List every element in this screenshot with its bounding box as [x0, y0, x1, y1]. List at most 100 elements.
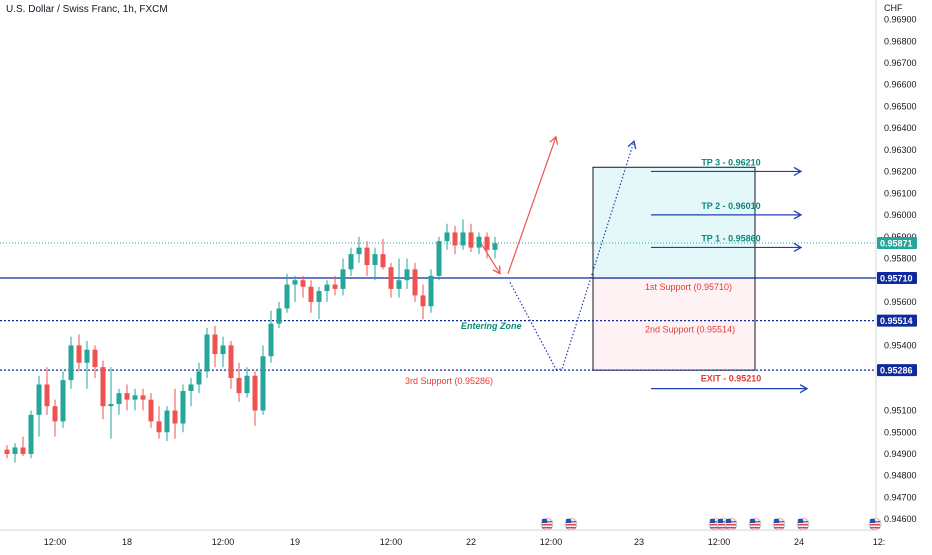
y-tick-label: 0.95000 [884, 427, 917, 437]
candle[interactable] [340, 258, 346, 296]
us-flag-icon[interactable] [772, 517, 786, 531]
candle[interactable] [396, 258, 402, 298]
candle[interactable] [348, 247, 354, 276]
candle-body [324, 284, 330, 292]
candle[interactable] [100, 360, 106, 420]
candle[interactable] [284, 273, 290, 313]
candle[interactable] [428, 269, 434, 313]
candle[interactable] [188, 377, 194, 407]
candle[interactable] [268, 310, 274, 363]
candle[interactable] [220, 336, 226, 368]
flag-canton [798, 519, 803, 523]
candle[interactable] [212, 325, 218, 368]
candle[interactable] [412, 262, 418, 302]
candle[interactable] [60, 371, 66, 428]
candle[interactable] [300, 275, 306, 298]
price-tag-label: 0.95286 [880, 366, 913, 376]
candle[interactable] [420, 284, 426, 320]
candle[interactable] [404, 258, 410, 289]
us-flag-icon[interactable] [868, 517, 882, 531]
candle[interactable] [356, 236, 362, 263]
candle-body [164, 410, 170, 433]
candle[interactable] [316, 286, 322, 320]
candle[interactable] [460, 219, 466, 250]
candle[interactable] [92, 345, 98, 378]
candle[interactable] [204, 327, 210, 378]
us-flag-icon[interactable] [748, 517, 762, 531]
candle-body [260, 356, 266, 411]
candle[interactable] [4, 445, 10, 459]
candle[interactable] [196, 362, 202, 394]
candle[interactable] [228, 341, 234, 389]
candle[interactable] [68, 336, 74, 389]
candle[interactable] [76, 334, 82, 372]
candle[interactable] [172, 388, 178, 439]
candle[interactable] [476, 232, 482, 255]
candle[interactable] [52, 399, 58, 437]
candle[interactable] [28, 410, 34, 459]
us-flag-icon[interactable] [724, 517, 738, 531]
candle[interactable] [468, 223, 474, 252]
candle-body [68, 345, 74, 381]
candle[interactable] [164, 406, 170, 441]
candle[interactable] [436, 236, 442, 281]
x-tick-label: 24 [794, 537, 804, 547]
y-tick-label: 0.96700 [884, 58, 917, 68]
candle-body [84, 349, 90, 363]
candle-body [52, 406, 58, 422]
candle[interactable] [372, 247, 378, 281]
candle[interactable] [140, 388, 146, 411]
candle[interactable] [44, 367, 50, 415]
candle[interactable] [180, 384, 186, 433]
candle[interactable] [364, 241, 370, 276]
us-flag-icon[interactable] [564, 517, 578, 531]
candle-body [476, 236, 482, 248]
stop-zone-box[interactable] [592, 277, 756, 371]
candle[interactable] [148, 393, 154, 428]
candle[interactable] [332, 275, 338, 296]
target-zone-box[interactable] [592, 166, 756, 279]
candle-body [268, 323, 274, 357]
candle-body [428, 275, 434, 307]
candle[interactable] [84, 341, 90, 389]
candle[interactable] [132, 388, 138, 411]
price-tag [877, 272, 917, 285]
candle[interactable] [108, 367, 114, 439]
candle[interactable] [388, 262, 394, 298]
flag-canton [710, 519, 715, 523]
candle-body [332, 284, 338, 289]
candle[interactable] [244, 367, 250, 398]
candle[interactable] [20, 436, 26, 457]
candle-body [20, 447, 26, 454]
candle[interactable] [492, 236, 498, 259]
candle[interactable] [36, 375, 42, 437]
candle[interactable] [292, 275, 298, 302]
us-flag-icon[interactable] [540, 517, 554, 531]
candle[interactable] [124, 384, 130, 411]
us-flag-icon[interactable] [796, 517, 810, 531]
candle-body [108, 404, 114, 407]
candle-body [236, 377, 242, 394]
candle[interactable] [156, 406, 162, 439]
candle[interactable] [452, 225, 458, 255]
candle-body [484, 236, 490, 250]
candle[interactable] [444, 223, 450, 250]
candle[interactable] [12, 443, 18, 463]
candle[interactable] [116, 388, 122, 415]
candle[interactable] [380, 238, 386, 270]
flag-stripe [566, 527, 576, 529]
candle[interactable] [260, 345, 266, 415]
candle[interactable] [252, 371, 258, 426]
support-label: 1st Support (0.95710) [645, 282, 732, 292]
candle[interactable] [276, 301, 282, 328]
exit-label: EXIT - 0.95210 [701, 374, 762, 384]
candle[interactable] [324, 280, 330, 302]
candle-body [204, 334, 210, 372]
candle[interactable] [236, 362, 242, 402]
flag-stripe [774, 524, 784, 526]
y-tick-label: 0.94800 [884, 471, 917, 481]
candle[interactable] [484, 232, 490, 259]
candle[interactable] [308, 280, 314, 313]
candle-body [92, 349, 98, 368]
